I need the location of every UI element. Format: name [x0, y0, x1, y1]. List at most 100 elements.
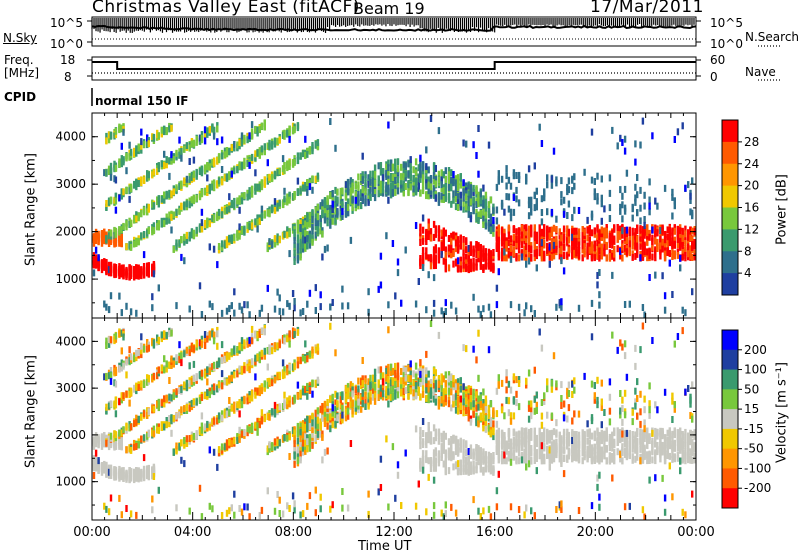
velocity-cell — [223, 378, 227, 386]
velocity-cell — [114, 469, 118, 477]
power-cell — [540, 140, 544, 147]
power-cell — [459, 177, 462, 185]
power-cell — [472, 293, 475, 301]
velocity-cell — [230, 374, 233, 382]
power-cell — [266, 159, 269, 167]
power-cell — [656, 238, 659, 246]
power-cell — [600, 249, 603, 257]
power-cell — [288, 125, 291, 133]
power-cell — [314, 231, 317, 239]
nsky-tick-top: 10^5 — [50, 16, 83, 30]
power-cell — [296, 177, 300, 185]
power-cell — [212, 179, 216, 187]
velocity-cell — [165, 360, 168, 368]
power-cell — [673, 227, 676, 235]
power-cell — [538, 249, 541, 256]
power-cell — [421, 264, 425, 271]
velocity-cell — [118, 494, 121, 502]
power-cell — [588, 246, 591, 254]
power-cell — [160, 160, 163, 168]
velocity-cell — [216, 417, 219, 425]
velocity-cell — [216, 385, 219, 393]
power-cell — [100, 231, 104, 239]
power-cell — [293, 253, 296, 261]
velocity-cell — [151, 495, 154, 503]
power-cell — [120, 232, 123, 240]
velocity-cell — [198, 397, 202, 404]
power-cell — [634, 194, 637, 202]
power-cell — [512, 239, 516, 247]
velocity-cell — [225, 439, 229, 447]
date-label: 17/Mar/2011 — [590, 0, 704, 17]
velocity-cell — [178, 341, 181, 349]
power-cell — [425, 235, 428, 243]
power-cell — [296, 226, 300, 234]
power-cell — [687, 232, 690, 240]
power-cell — [447, 196, 451, 204]
power-cell — [661, 272, 664, 280]
power-cell — [495, 301, 499, 309]
power-cell — [238, 195, 241, 203]
power-cell — [687, 243, 690, 251]
velocity-cell — [165, 365, 168, 373]
power-cell — [590, 213, 594, 221]
power-cell — [157, 223, 160, 231]
power-cell — [293, 126, 296, 134]
power-cell — [225, 174, 229, 182]
power-cell — [107, 232, 111, 240]
velocity-cell — [160, 335, 163, 343]
power-cell — [118, 234, 121, 242]
power-cell — [689, 192, 692, 200]
power-cell — [590, 128, 594, 136]
power-cell — [233, 167, 236, 175]
power-cell — [273, 198, 277, 206]
power-cell — [135, 309, 138, 317]
power-cell — [208, 163, 211, 171]
power-cell — [107, 198, 111, 206]
velocity-cell — [92, 460, 96, 468]
power-cell — [425, 191, 428, 199]
power-cell — [596, 197, 599, 205]
power-cell — [299, 237, 302, 245]
power-cell — [484, 253, 488, 261]
velocity-cell — [125, 446, 128, 454]
power-cell — [185, 142, 189, 150]
power-cell — [212, 157, 216, 165]
power-cell — [588, 236, 591, 244]
power-cell — [603, 205, 606, 213]
power-cell — [467, 189, 470, 197]
power-cell — [152, 168, 156, 176]
power-cell — [467, 206, 470, 214]
power-cell — [387, 121, 390, 129]
power-cell — [641, 244, 645, 252]
power-cell — [639, 226, 642, 234]
power-cell — [497, 170, 500, 178]
power-cell — [217, 208, 221, 216]
power-cell — [639, 217, 642, 225]
velocity-cell — [152, 339, 156, 347]
power-cell — [414, 169, 418, 177]
power-cell — [533, 310, 536, 317]
power-cell — [306, 300, 309, 308]
power-cell — [316, 223, 320, 231]
power-cell — [311, 233, 314, 241]
power-cell — [140, 146, 143, 154]
velocity-cell — [206, 378, 209, 386]
power-cell — [548, 232, 551, 240]
power-cell — [540, 195, 544, 203]
power-cell — [489, 311, 493, 319]
power-cell — [444, 191, 447, 199]
velocity-cell — [152, 405, 156, 413]
power-cell — [472, 207, 475, 215]
power-cell — [661, 227, 664, 235]
power-cell — [419, 189, 422, 197]
power-cell — [248, 132, 251, 140]
power-cell — [437, 256, 441, 264]
power-cell — [503, 254, 506, 262]
velocity-cell — [133, 469, 136, 477]
power-cell — [575, 249, 578, 257]
velocity-cell — [142, 381, 146, 388]
power-cell — [192, 174, 196, 182]
power-cell — [646, 224, 649, 232]
power-cell — [417, 164, 420, 172]
